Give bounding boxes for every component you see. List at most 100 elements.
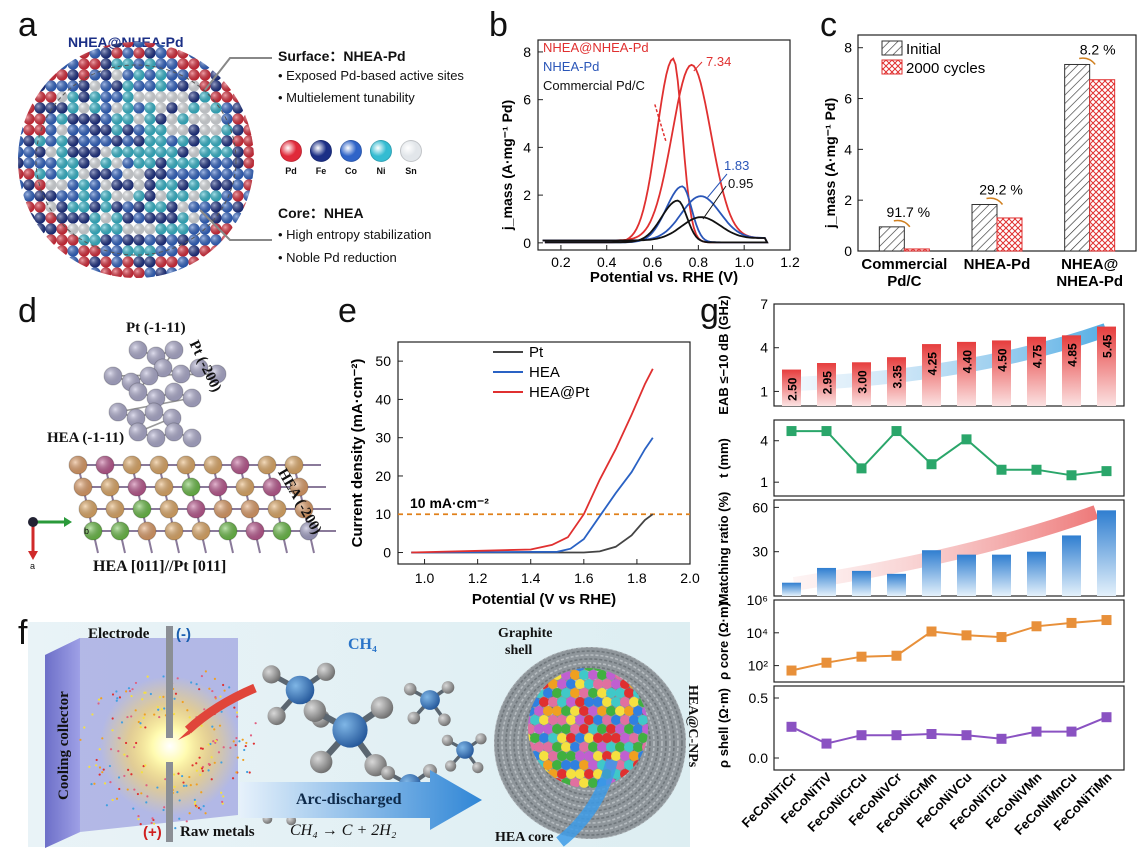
atom-shade: [199, 91, 211, 103]
core-atom: [588, 706, 598, 716]
core-atom: [624, 688, 634, 698]
atom-shade: [133, 190, 145, 202]
spark: [128, 689, 132, 693]
x-tick-label: 1.6: [574, 570, 594, 586]
atom-shade: [221, 146, 233, 158]
atom-shade: [45, 91, 57, 103]
core-atom: [579, 706, 589, 716]
atom-shade: [258, 456, 276, 474]
core-atom: [579, 688, 589, 698]
atom-shade: [188, 234, 200, 246]
x-tick-label: 0.2: [551, 254, 571, 270]
legend-swatch: [280, 140, 302, 162]
atom-shade: [111, 522, 129, 540]
spark: [210, 756, 213, 759]
y-axis-label: Current density (mA·cm⁻²): [349, 359, 366, 548]
atom-shade: [122, 113, 134, 125]
spark: [209, 742, 212, 746]
atom-shade: [160, 500, 178, 518]
x-tick-label: 1.4: [521, 570, 541, 586]
atom-shade: [166, 201, 178, 213]
spark: [126, 788, 129, 791]
legend-entry: NHEA@NHEA-Pd: [543, 40, 649, 55]
spark: [173, 712, 176, 716]
plot-frame: [397, 341, 691, 565]
loss-label: 91.7 %: [887, 204, 931, 220]
bar: [852, 570, 871, 596]
y-tick-label: 0: [844, 243, 852, 259]
atom-shade: [183, 389, 201, 407]
gas-inflow-arrow: [184, 683, 257, 734]
atom-shade: [144, 47, 156, 59]
atom-shade: [221, 179, 233, 191]
core-atom: [543, 706, 553, 716]
core-atom: [584, 751, 594, 761]
atom-shade: [89, 113, 101, 125]
bar-initial: [971, 203, 998, 252]
core-atom: [534, 742, 544, 752]
spark: [222, 683, 225, 687]
y-tick-label: 10: [375, 506, 391, 522]
atom-shade: [144, 201, 156, 213]
spark: [208, 687, 211, 690]
atom-shade: [122, 135, 134, 147]
atom-shade: [155, 201, 167, 213]
spark: [118, 787, 121, 791]
spark: [249, 734, 253, 737]
spark: [83, 726, 86, 729]
atom-shade: [56, 113, 68, 125]
spark: [188, 775, 191, 779]
core-atom: [593, 715, 603, 725]
spark: [105, 804, 108, 807]
axis-origin: [28, 517, 38, 527]
atom-shade: [199, 245, 211, 257]
marker: [926, 626, 937, 637]
atom-shade: [89, 245, 101, 257]
atom-shade: [122, 212, 134, 224]
atom-shade: [188, 113, 200, 125]
atom-shade: [188, 69, 200, 81]
atom-shade: [67, 223, 79, 235]
atom-shade: [100, 124, 112, 136]
spark: [136, 792, 140, 796]
spark: [173, 697, 176, 700]
nanoparticle-sphere: [18, 42, 272, 278]
atom-shade: [166, 135, 178, 147]
spark: [134, 709, 137, 712]
atom-shade: [111, 124, 123, 136]
y-tick-label: 6: [844, 91, 852, 107]
atom-shade: [100, 135, 112, 147]
atom-shade: [100, 47, 112, 59]
atom-shade: [155, 190, 167, 202]
atom-shade: [166, 124, 178, 136]
spark: [144, 691, 147, 694]
spark: [142, 716, 145, 719]
spark: [130, 695, 133, 698]
atom-shade: [122, 256, 134, 268]
core-pointer-arrow: [556, 758, 618, 847]
spark: [213, 728, 216, 731]
core-atom: [575, 733, 585, 743]
atom-shade: [138, 522, 156, 540]
legend-label: Fe: [315, 166, 327, 176]
core-atom: [597, 688, 607, 698]
core-bullet-1: • High entropy stabilization: [278, 227, 432, 242]
atom-shade: [109, 403, 127, 421]
core-atom: [575, 697, 585, 707]
h-atom: [364, 754, 387, 777]
spark: [248, 771, 251, 774]
h-atom: [267, 706, 286, 726]
y-tick-label: 4: [844, 141, 852, 157]
legend-label: HEA: [529, 364, 560, 381]
legend-label: Sn: [405, 166, 417, 176]
spark: [100, 697, 103, 700]
atom-shade: [133, 212, 145, 224]
spark: [174, 827, 177, 830]
core-atom: [575, 769, 585, 779]
atom-shade: [192, 522, 210, 540]
panel-label-f: f: [18, 614, 28, 652]
bar: [1027, 551, 1046, 596]
core-atom: [566, 733, 576, 743]
legend-item-sn: Sn: [398, 140, 424, 176]
spark: [235, 771, 238, 774]
